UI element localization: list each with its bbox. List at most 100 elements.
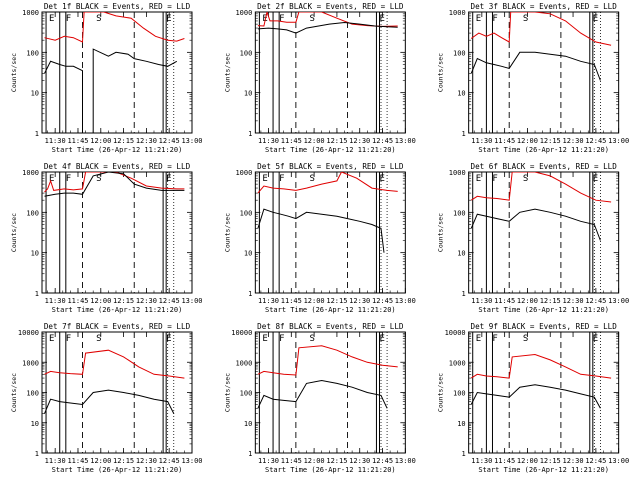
y-axis-label: Counts/sec bbox=[437, 373, 445, 412]
y-tick-label: 100 bbox=[453, 209, 466, 217]
region-label: F bbox=[279, 14, 284, 24]
y-tick-label: 10000 bbox=[18, 329, 39, 337]
region-label: E bbox=[476, 334, 481, 344]
y-axis-label: Counts/sec bbox=[10, 53, 18, 92]
region-label: E bbox=[476, 14, 481, 24]
x-axis-label: Start Time (26-Apr-12 11:21:20) bbox=[265, 466, 396, 474]
x-tick-label: 11:45 bbox=[281, 137, 302, 145]
y-tick-label: 100 bbox=[240, 390, 253, 398]
panel-title: Det 2f BLACK = Events, RED = LLD bbox=[257, 2, 404, 11]
x-tick-label: 11:45 bbox=[494, 297, 515, 305]
x-tick-label: 12:45 bbox=[372, 137, 393, 145]
y-tick-label: 10000 bbox=[445, 329, 466, 337]
series-events-line bbox=[470, 51, 601, 81]
region-label: S bbox=[523, 334, 528, 344]
x-tick-label: 11:45 bbox=[67, 457, 88, 465]
series-lld-line bbox=[44, 349, 185, 379]
x-tick-label: 12:00 bbox=[517, 137, 538, 145]
region-label: E bbox=[262, 174, 267, 184]
series-events-line bbox=[257, 208, 385, 253]
x-tick-label: 12:45 bbox=[585, 457, 606, 465]
x-tick-label: 12:30 bbox=[136, 297, 157, 305]
y-axis-label: Counts/sec bbox=[437, 53, 445, 92]
x-tick-label: 13:00 bbox=[181, 137, 202, 145]
x-axis-label: Start Time (26-Apr-12 11:21:20) bbox=[265, 146, 396, 154]
panel-title: Det 4f BLACK = Events, RED = LLD bbox=[44, 162, 191, 171]
x-tick-label: 12:45 bbox=[585, 297, 606, 305]
x-tick-label: 12:15 bbox=[540, 137, 561, 145]
y-tick-label: 1 bbox=[461, 130, 465, 138]
series-lld-line bbox=[44, 12, 185, 43]
y-tick-label: 1000 bbox=[235, 9, 252, 17]
series-lld-line bbox=[257, 12, 398, 27]
y-tick-label: 1000 bbox=[449, 9, 466, 17]
region-label: S bbox=[523, 174, 528, 184]
series-lld-line bbox=[470, 353, 612, 379]
y-axis-label: Counts/sec bbox=[223, 373, 231, 412]
x-tick-label: 13:00 bbox=[608, 297, 629, 305]
plot-frame bbox=[41, 331, 193, 454]
x-tick-label: 13:00 bbox=[608, 457, 629, 465]
y-tick-label: 1000 bbox=[235, 169, 252, 177]
y-tick-label: 1 bbox=[461, 290, 465, 298]
y-tick-label: 10 bbox=[244, 420, 252, 428]
panel-4: Det 4f BLACK = Events, RED = LLD 1 10 100 10… bbox=[10, 162, 203, 314]
y-tick-label: 1000 bbox=[22, 9, 39, 17]
panel-8: Det 8f BLACK = Events, RED = LLD 1 10 100 10… bbox=[223, 322, 416, 474]
y-tick-label: 100 bbox=[453, 49, 466, 57]
series-lld-line bbox=[44, 172, 185, 193]
x-tick-label: 11:45 bbox=[494, 137, 515, 145]
y-tick-label: 10 bbox=[31, 90, 39, 98]
series-events-line bbox=[257, 379, 388, 409]
x-tick-label: 12:30 bbox=[563, 297, 584, 305]
series-lld-line bbox=[470, 172, 612, 203]
y-tick-label: 1000 bbox=[449, 359, 466, 367]
plot-frame bbox=[254, 331, 406, 454]
x-tick-label: 13:00 bbox=[395, 297, 416, 305]
y-axis-label: Counts/sec bbox=[10, 213, 18, 252]
series-events-line bbox=[44, 172, 185, 197]
region-label: E bbox=[262, 334, 267, 344]
x-tick-label: 11:45 bbox=[67, 297, 88, 305]
region-label: E bbox=[49, 334, 54, 344]
x-tick-label: 12:45 bbox=[159, 297, 180, 305]
x-tick-label: 12:15 bbox=[113, 297, 134, 305]
y-tick-label: 1 bbox=[35, 450, 39, 458]
series-events-line bbox=[470, 384, 601, 409]
series-events-line bbox=[44, 389, 175, 414]
region-label: S bbox=[96, 14, 101, 24]
y-axis-label: Counts/sec bbox=[223, 53, 231, 92]
x-tick-label: 11:45 bbox=[67, 137, 88, 145]
x-tick-label: 12:00 bbox=[517, 457, 538, 465]
y-tick-label: 1000 bbox=[22, 169, 39, 177]
y-axis-label: Counts/sec bbox=[437, 213, 445, 252]
series-lld-line bbox=[257, 345, 398, 376]
region-label: S bbox=[96, 174, 101, 184]
y-tick-label: 100 bbox=[240, 49, 253, 57]
plot-frame bbox=[468, 171, 620, 294]
panel-title: Det 8f BLACK = Events, RED = LLD bbox=[257, 322, 404, 331]
x-tick-label: 12:15 bbox=[540, 457, 561, 465]
series-events-line bbox=[470, 208, 601, 241]
x-tick-label: 11:30 bbox=[471, 297, 492, 305]
y-axis-label: Counts/sec bbox=[10, 373, 18, 412]
x-tick-label: 12:15 bbox=[113, 457, 134, 465]
plot-frame bbox=[468, 331, 620, 454]
x-axis-label: Start Time (26-Apr-12 11:21:20) bbox=[52, 466, 183, 474]
y-tick-label: 100 bbox=[26, 49, 39, 57]
panel-2: Det 2f BLACK = Events, RED = LLD 1 10 100 10… bbox=[223, 2, 416, 154]
x-tick-label: 12:00 bbox=[90, 137, 111, 145]
region-label: F bbox=[66, 334, 71, 344]
x-tick-label: 12:30 bbox=[136, 137, 157, 145]
region-label: E bbox=[593, 14, 598, 24]
region-label: E bbox=[166, 14, 171, 24]
region-label: E bbox=[166, 174, 171, 184]
x-tick-label: 12:45 bbox=[372, 297, 393, 305]
x-tick-label: 12:00 bbox=[304, 457, 325, 465]
series-events-line bbox=[44, 48, 178, 133]
series-lld-line bbox=[470, 12, 612, 46]
region-label: F bbox=[66, 14, 71, 24]
plot-frame bbox=[468, 11, 620, 134]
y-tick-label: 1 bbox=[248, 130, 252, 138]
y-tick-label: 10 bbox=[244, 250, 252, 258]
